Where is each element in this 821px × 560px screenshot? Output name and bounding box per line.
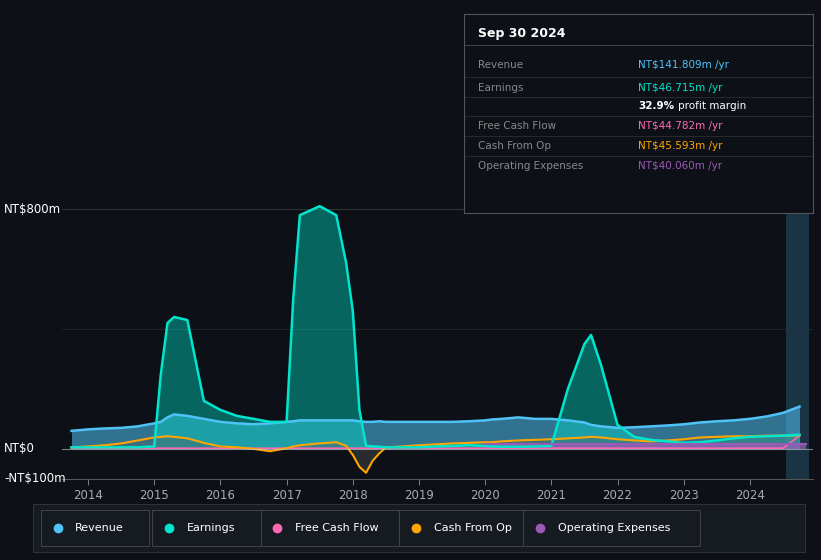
Text: Cash From Op: Cash From Op	[434, 523, 512, 533]
Text: NT$141.809m /yr: NT$141.809m /yr	[639, 60, 729, 69]
Text: NT$40.060m /yr: NT$40.060m /yr	[639, 161, 722, 171]
FancyBboxPatch shape	[40, 510, 149, 546]
Text: Earnings: Earnings	[187, 523, 236, 533]
Text: profit margin: profit margin	[678, 101, 747, 111]
Text: Earnings: Earnings	[478, 82, 523, 92]
Text: Operating Expenses: Operating Expenses	[557, 523, 670, 533]
Text: Free Cash Flow: Free Cash Flow	[478, 122, 556, 132]
Text: Revenue: Revenue	[478, 60, 523, 69]
Text: Free Cash Flow: Free Cash Flow	[296, 523, 378, 533]
Text: NT$44.782m /yr: NT$44.782m /yr	[639, 122, 722, 132]
Text: Sep 30 2024: Sep 30 2024	[478, 27, 566, 40]
Text: -NT$100m: -NT$100m	[4, 472, 66, 486]
Text: NT$0: NT$0	[4, 442, 35, 455]
Text: Cash From Op: Cash From Op	[478, 141, 551, 151]
Text: Operating Expenses: Operating Expenses	[478, 161, 583, 171]
Text: NT$800m: NT$800m	[4, 203, 62, 216]
Bar	[787, 179, 810, 479]
Text: 32.9%: 32.9%	[639, 101, 675, 111]
FancyBboxPatch shape	[523, 510, 700, 546]
FancyBboxPatch shape	[400, 510, 523, 546]
FancyBboxPatch shape	[153, 510, 260, 546]
Text: NT$45.593m /yr: NT$45.593m /yr	[639, 141, 722, 151]
Text: Revenue: Revenue	[76, 523, 124, 533]
FancyBboxPatch shape	[260, 510, 400, 546]
Text: NT$46.715m /yr: NT$46.715m /yr	[639, 82, 722, 92]
